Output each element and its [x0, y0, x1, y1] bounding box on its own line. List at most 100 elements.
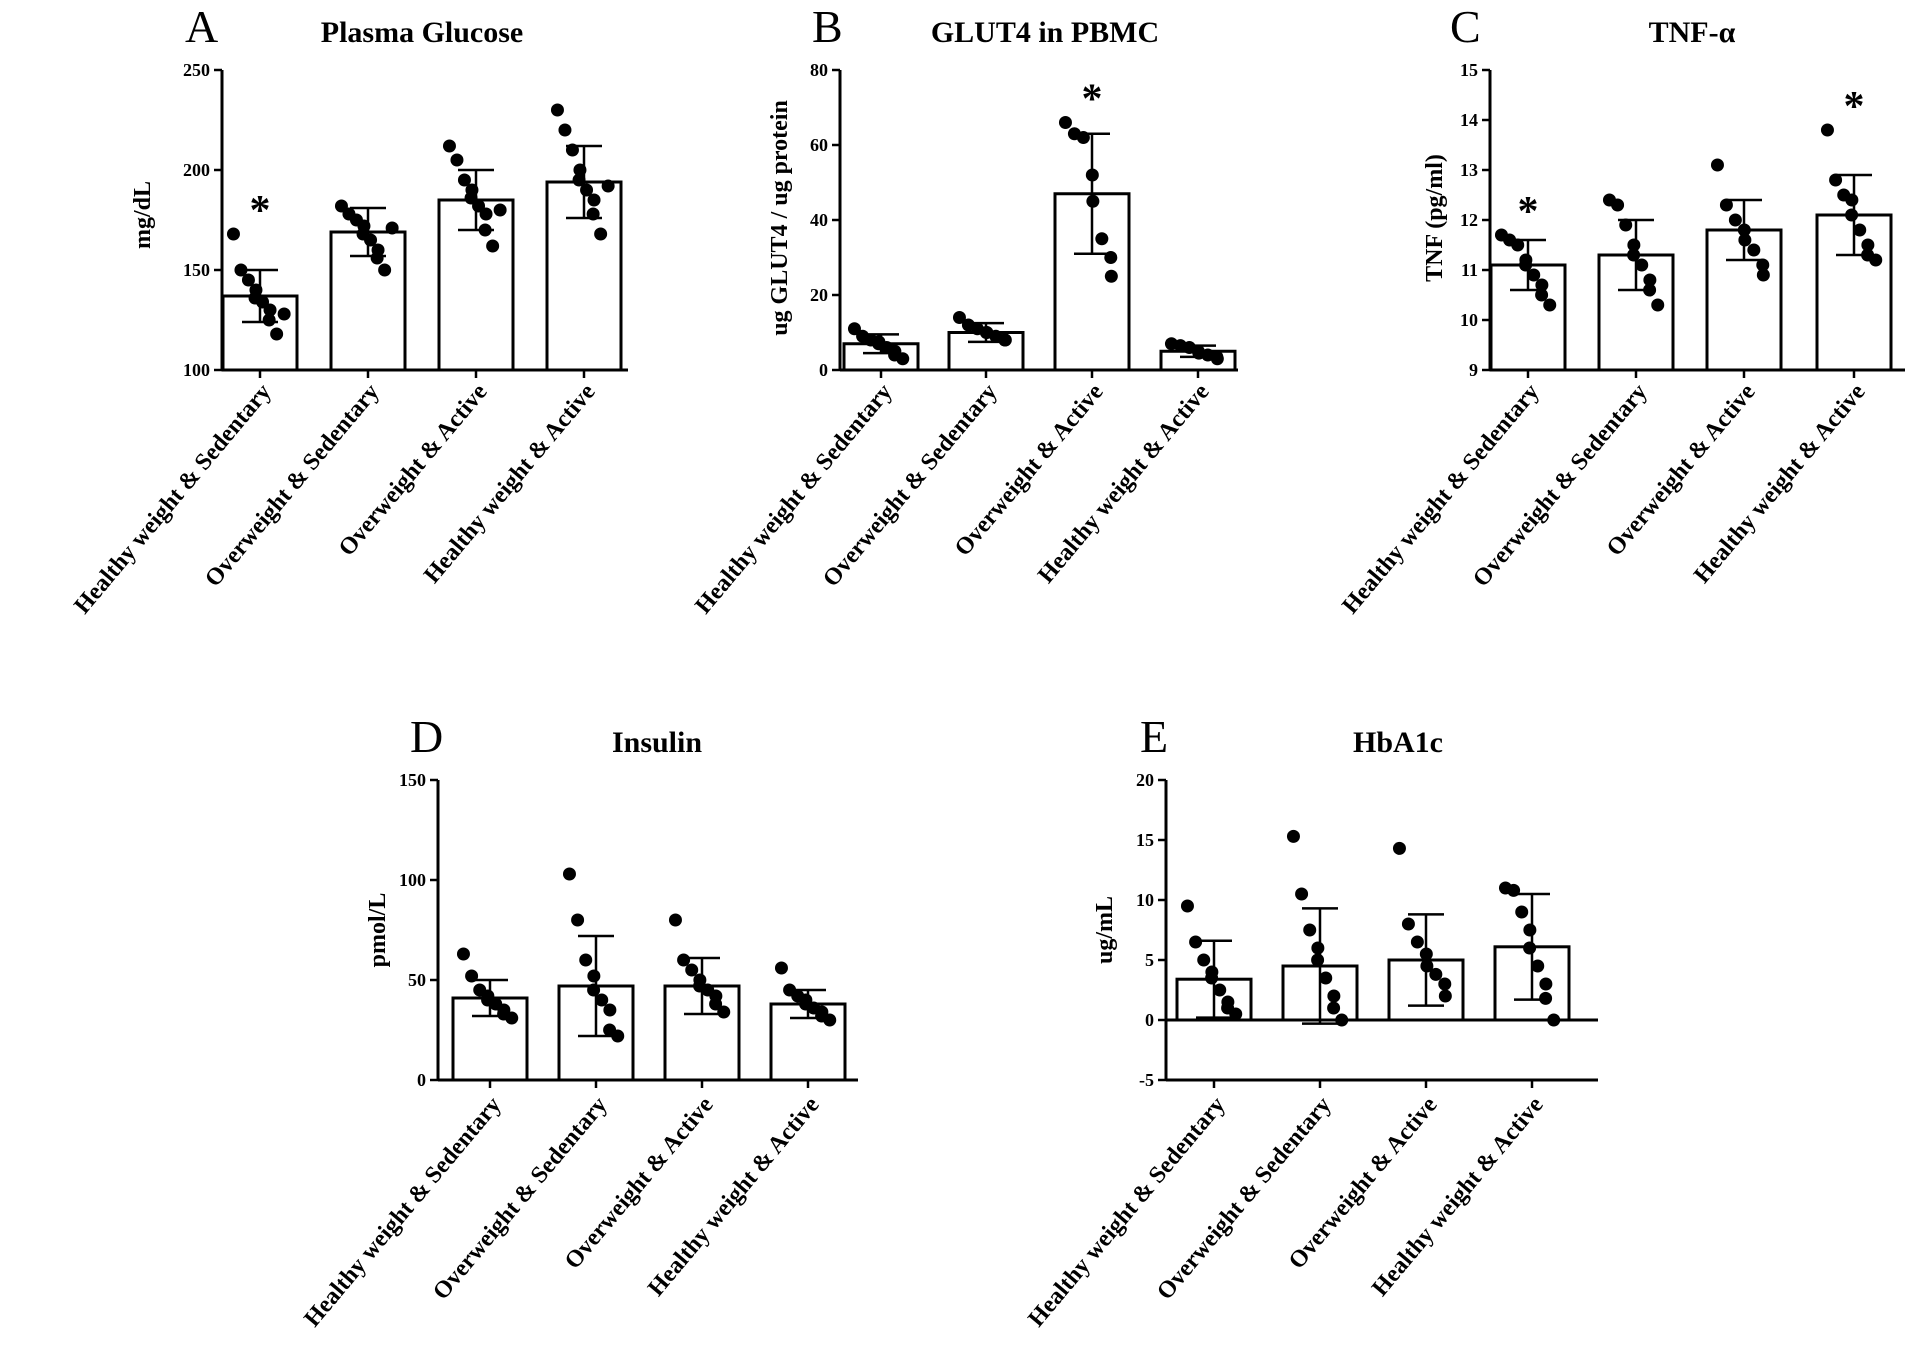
- data-point: [1719, 198, 1733, 212]
- category-label: Overweight & Sedentary: [1468, 379, 1652, 592]
- data-point: [1511, 238, 1525, 252]
- data-point: [717, 1005, 731, 1019]
- data-point: [1543, 298, 1557, 312]
- data-point: [1438, 989, 1452, 1003]
- data-point: [1392, 841, 1406, 855]
- data-point: [1747, 243, 1761, 257]
- y-axis-label: mg/dL: [130, 181, 156, 249]
- panel-c-tnf-alpha: C TNF-α TNF (pg/ml) Healthy weight & Sed…: [1337, 1, 1905, 619]
- data-point: [611, 1029, 625, 1043]
- category-label: Healthy weight & Sedentary: [299, 1092, 506, 1332]
- data-point: [1531, 959, 1545, 973]
- category-label: Healthy weight & Sedentary: [690, 379, 897, 619]
- category-label: Healthy weight & Active: [1367, 1092, 1549, 1301]
- data-point: [1627, 248, 1641, 262]
- data-point: [1180, 899, 1194, 913]
- y-tick-label: 15: [1460, 60, 1478, 80]
- data-point: [1523, 923, 1537, 937]
- y-tick-label: 15: [1136, 830, 1154, 850]
- data-point: [1311, 941, 1325, 955]
- data-point: [1535, 288, 1549, 302]
- data-point: [1756, 268, 1770, 282]
- y-tick-label: 250: [183, 60, 210, 80]
- data-point: [1429, 967, 1443, 981]
- data-point: [1197, 953, 1211, 967]
- panel-letter: C: [1450, 1, 1481, 52]
- y-tick-label: 150: [183, 260, 210, 280]
- data-point: [601, 179, 615, 193]
- data-point: [998, 333, 1012, 347]
- data-point: [1547, 1013, 1561, 1027]
- y-tick-label: 10: [1136, 890, 1154, 910]
- y-tick-label: 80: [810, 60, 828, 80]
- data-point: [1058, 116, 1072, 129]
- data-point: [587, 983, 601, 997]
- data-point: [1845, 193, 1859, 207]
- data-point: [456, 947, 470, 961]
- data-point: [1229, 1007, 1243, 1021]
- data-point: [277, 307, 291, 321]
- data-point: [1829, 173, 1843, 187]
- data-point: [1210, 352, 1224, 366]
- panel-letter: D: [410, 711, 443, 762]
- data-point: [550, 103, 564, 117]
- data-point: [1523, 941, 1537, 955]
- category-label: Overweight & Sedentary: [1152, 1092, 1336, 1305]
- data-point: [1286, 829, 1300, 843]
- panel-title: HbA1c: [1353, 726, 1443, 759]
- data-point: [226, 227, 240, 241]
- data-point: [263, 303, 277, 317]
- data-point: [370, 251, 384, 265]
- y-tick-label: 40: [810, 210, 828, 230]
- y-tick-label: 100: [183, 360, 210, 380]
- y-tick-label: 0: [819, 360, 828, 380]
- data-point: [1519, 258, 1533, 272]
- category-label: Healthy weight & Active: [643, 1092, 825, 1301]
- data-point: [1095, 232, 1109, 246]
- data-point: [1861, 238, 1875, 252]
- panel-letter: E: [1140, 711, 1168, 762]
- data-point: [1845, 208, 1859, 222]
- y-tick-label: 20: [810, 285, 828, 305]
- data-point: [1410, 935, 1424, 949]
- data-point: [1311, 953, 1325, 967]
- data-point: [1515, 905, 1529, 919]
- data-point: [1539, 977, 1553, 991]
- data-point: [1205, 971, 1219, 985]
- y-axis-label: ug/mL: [1092, 896, 1118, 964]
- panel-e-hba1c: E HbA1c ug/mL Healthy weight & Sedentary…: [1023, 711, 1598, 1332]
- data-point: [1820, 123, 1834, 137]
- data-point: [896, 352, 910, 366]
- data-point: [1710, 158, 1724, 172]
- data-point: [1327, 1001, 1341, 1015]
- data-point: [595, 993, 609, 1007]
- significance-marker: *: [1518, 189, 1539, 235]
- category-label: Overweight & Sedentary: [428, 1092, 612, 1305]
- data-point: [579, 953, 593, 967]
- y-tick-label: 12: [1460, 210, 1478, 230]
- data-point: [1189, 935, 1203, 949]
- data-point: [774, 961, 788, 975]
- data-point: [450, 153, 464, 167]
- data-point: [241, 273, 255, 287]
- data-point: [493, 203, 507, 217]
- y-tick-label: 13: [1460, 160, 1478, 180]
- data-point: [709, 997, 723, 1011]
- data-point: [587, 969, 601, 983]
- y-axis-label: TNF (pg/ml): [1422, 154, 1448, 282]
- y-tick-label: 0: [1145, 1010, 1154, 1030]
- category-label: Healthy weight & Sedentary: [69, 379, 276, 619]
- data-point: [571, 913, 585, 927]
- y-tick-label: 60: [810, 135, 828, 155]
- y-tick-label: 5: [1145, 950, 1154, 970]
- y-tick-label: 200: [183, 160, 210, 180]
- data-point: [603, 1003, 617, 1017]
- data-point: [1335, 1013, 1349, 1027]
- data-point: [668, 913, 682, 927]
- y-axis-label: pmol/L: [365, 893, 391, 968]
- data-point: [685, 963, 699, 977]
- data-point: [442, 139, 456, 153]
- panel-d-insulin: D Insulin pmol/L Healthy weight & Sedent…: [299, 711, 858, 1332]
- significance-marker: *: [1844, 84, 1865, 130]
